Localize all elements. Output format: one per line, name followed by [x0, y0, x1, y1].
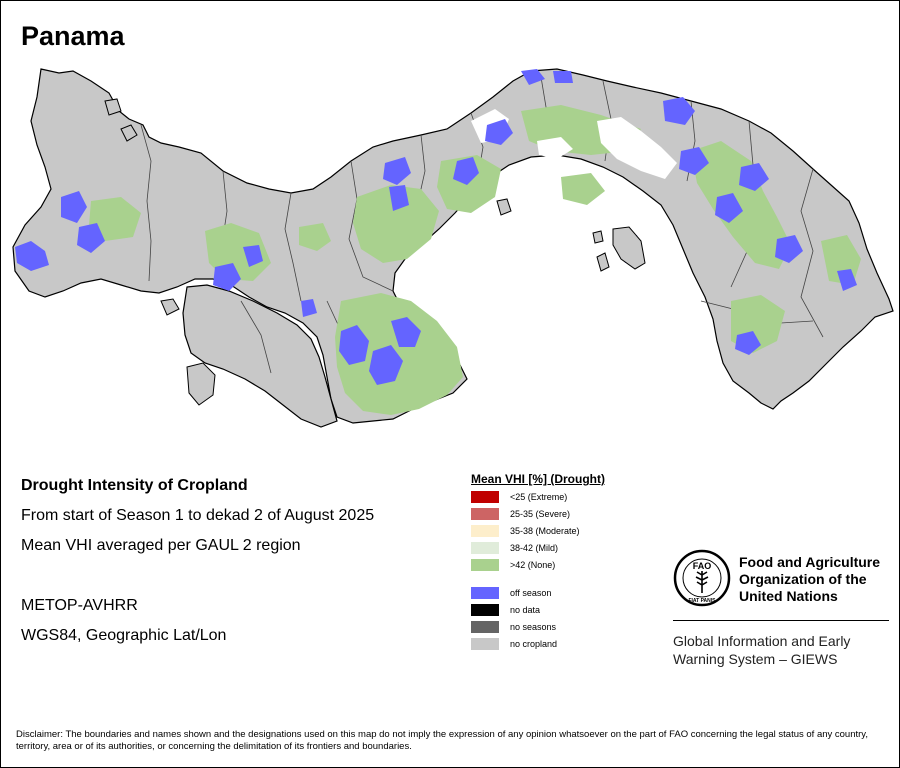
info-method: Mean VHI averaged per GAUL 2 region — [21, 537, 301, 554]
legend-swatch — [471, 621, 499, 633]
legend-label: no seasons — [510, 622, 557, 632]
giews-name: Global Information and Early Warning Sys… — [673, 632, 893, 668]
legend-swatch — [471, 542, 499, 554]
fao-name-line3: United Nations — [739, 588, 838, 604]
giews-line1: Global Information and Early — [673, 633, 851, 649]
svg-text:FIAT PANIS: FIAT PANIS — [688, 598, 716, 604]
fao-name: Food and Agriculture Organization of the… — [739, 554, 880, 605]
islands — [104, 98, 646, 406]
legend-swatch — [471, 638, 499, 650]
panama-map — [12, 68, 894, 428]
panama-landmass — [12, 68, 894, 424]
disclaimer: Disclaimer: The boundaries and names sho… — [16, 729, 868, 752]
legend-label: <25 (Extreme) — [510, 492, 568, 502]
legend-swatch — [471, 491, 499, 503]
legend-swatch — [471, 587, 499, 599]
legend-label: 38-42 (Mild) — [510, 543, 559, 553]
giews-line2: Warning System – GIEWS — [673, 651, 838, 667]
info-sensor: METOP-AVHRR — [21, 597, 138, 614]
legend-label: no data — [510, 605, 541, 615]
legend-title: Mean VHI [%] (Drought) — [471, 472, 605, 486]
azuero-peninsula — [182, 284, 338, 428]
fao-divider — [673, 620, 889, 621]
vhi-none-areas — [89, 105, 861, 415]
legend-label: no cropland — [510, 639, 558, 649]
legend-label: off season — [510, 588, 552, 598]
legend-label: >42 (None) — [510, 560, 556, 570]
legend-label: 35-38 (Moderate) — [510, 526, 580, 536]
svg-text:FAO: FAO — [693, 561, 712, 571]
legend-swatch — [471, 508, 499, 520]
legend-swatch — [471, 525, 499, 537]
fao-name-line2: Organization of the — [739, 571, 867, 587]
fao-logo-icon: FAO FIAT PANIS — [673, 549, 731, 607]
info-heading: Drought Intensity of Cropland — [21, 477, 248, 494]
legend-label: 25-35 (Severe) — [510, 509, 571, 519]
legend-swatch — [471, 604, 499, 616]
map-title: Panama — [21, 21, 125, 51]
info-projection: WGS84, Geographic Lat/Lon — [21, 627, 227, 644]
legend-swatch — [471, 559, 499, 571]
fao-name-line1: Food and Agriculture — [739, 554, 881, 570]
info-period: From start of Season 1 to dekad 2 of Aug… — [21, 507, 375, 524]
